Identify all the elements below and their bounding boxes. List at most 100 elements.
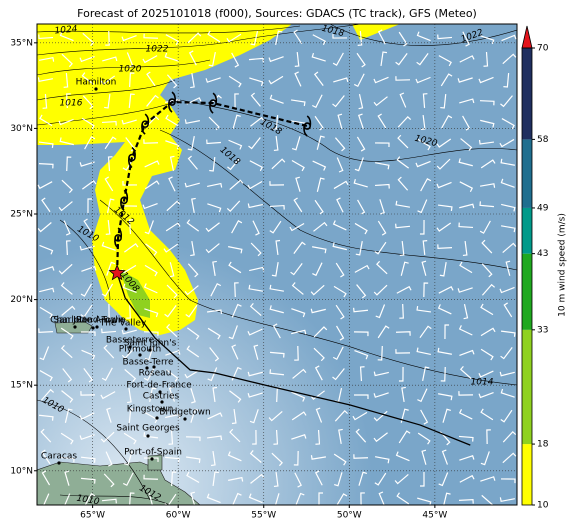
wind-zone xyxy=(352,24,400,40)
wind-barb xyxy=(206,435,223,441)
wind-barb xyxy=(480,303,494,316)
place-label: Fort-de-France xyxy=(126,381,192,391)
wind-barb xyxy=(353,73,365,88)
wind-barb xyxy=(399,92,407,108)
wind-barb xyxy=(377,325,390,339)
wind-barb xyxy=(310,284,325,296)
colorbar-tick-label: 43 xyxy=(537,249,548,259)
wind-barb xyxy=(209,156,216,172)
wind-barb xyxy=(273,429,279,445)
storm-symbol xyxy=(209,92,218,114)
wind-barb xyxy=(126,303,131,319)
wind-barb xyxy=(127,387,132,404)
wind-barb xyxy=(373,392,389,398)
wind-barb xyxy=(480,451,490,466)
wind-barb xyxy=(227,451,242,462)
wind-barb xyxy=(168,176,176,192)
wind-barb xyxy=(124,451,133,466)
wind-barb xyxy=(190,72,195,89)
wind-barb xyxy=(247,203,263,209)
wind-barb xyxy=(143,457,159,462)
wind-barb xyxy=(164,493,177,505)
wind-barb xyxy=(443,492,451,505)
wind-barb xyxy=(332,34,348,39)
wind-barb xyxy=(100,75,116,85)
wind-barb xyxy=(165,34,179,46)
wind-barb xyxy=(229,390,242,403)
wind-barb xyxy=(39,346,50,361)
wind-barb xyxy=(314,199,324,215)
wind-barb xyxy=(478,370,494,378)
wind-barb xyxy=(206,309,223,315)
wind-barb xyxy=(439,261,447,277)
wind-barb xyxy=(481,263,493,278)
wind-barb xyxy=(165,350,181,356)
wind-barb xyxy=(39,493,50,505)
wind-barb xyxy=(228,261,242,274)
wind-barb xyxy=(273,471,279,488)
wind-barb xyxy=(419,219,425,235)
wind-barb xyxy=(481,239,493,254)
wind-barbs xyxy=(37,29,517,505)
wind-barb xyxy=(377,29,386,45)
place-dot xyxy=(57,461,61,465)
wind-barb xyxy=(250,116,265,127)
wind-barb xyxy=(163,243,179,253)
wind-barb xyxy=(209,347,220,362)
wind-barb xyxy=(83,218,93,234)
isobar-label: 1016 xyxy=(60,99,83,109)
wind-barb xyxy=(336,157,344,173)
isobar-label: 1010 xyxy=(76,494,101,508)
wind-barb xyxy=(503,72,510,88)
wind-barb xyxy=(291,329,307,335)
wind-barb xyxy=(375,456,390,464)
place-dot xyxy=(128,345,132,349)
wind-barb xyxy=(377,345,383,361)
wind-barb xyxy=(312,262,323,277)
wind-barb xyxy=(143,283,158,294)
wind-barb xyxy=(59,457,75,463)
wind-barb xyxy=(500,330,516,337)
wind-barb xyxy=(292,368,307,379)
place-label: Saint Georges xyxy=(116,424,180,434)
wind-barb xyxy=(420,178,432,192)
wind-barb xyxy=(206,139,222,145)
wind-barb xyxy=(481,283,496,296)
wind-barb xyxy=(312,246,327,254)
wind-barb xyxy=(458,409,473,420)
wind-barb xyxy=(268,56,284,63)
place-dot xyxy=(91,326,95,330)
wind-barb xyxy=(81,349,96,360)
wind-barb xyxy=(145,116,160,128)
wind-barb xyxy=(164,456,180,463)
wind-barb xyxy=(250,92,261,107)
wind-barb xyxy=(357,199,366,215)
wind-barb xyxy=(190,408,200,423)
wind-zone xyxy=(120,270,150,318)
wind-barb xyxy=(486,429,491,445)
wind-barb xyxy=(478,76,494,84)
wind-barb xyxy=(186,345,200,358)
wind-barb xyxy=(291,434,307,440)
wind-barb xyxy=(40,428,52,443)
place-dot xyxy=(94,87,98,91)
place-dot xyxy=(148,348,152,352)
wind-barb xyxy=(269,369,285,376)
wind-barb xyxy=(229,428,241,443)
wind-barb xyxy=(315,407,323,423)
wind-barb xyxy=(231,366,242,381)
wind-barb xyxy=(400,261,409,276)
place-dot xyxy=(150,457,154,461)
wind-barb xyxy=(101,367,113,381)
wind-barb xyxy=(291,159,305,172)
wind-barb xyxy=(186,327,200,340)
wind-barb xyxy=(82,32,95,47)
wind-barb xyxy=(105,30,110,46)
wind-barb xyxy=(440,93,447,109)
place-label: Roseau xyxy=(139,369,172,379)
wind-barb xyxy=(423,282,429,298)
wind-barb xyxy=(357,113,364,129)
wind-barb xyxy=(185,456,201,464)
wind-barb xyxy=(332,95,345,108)
